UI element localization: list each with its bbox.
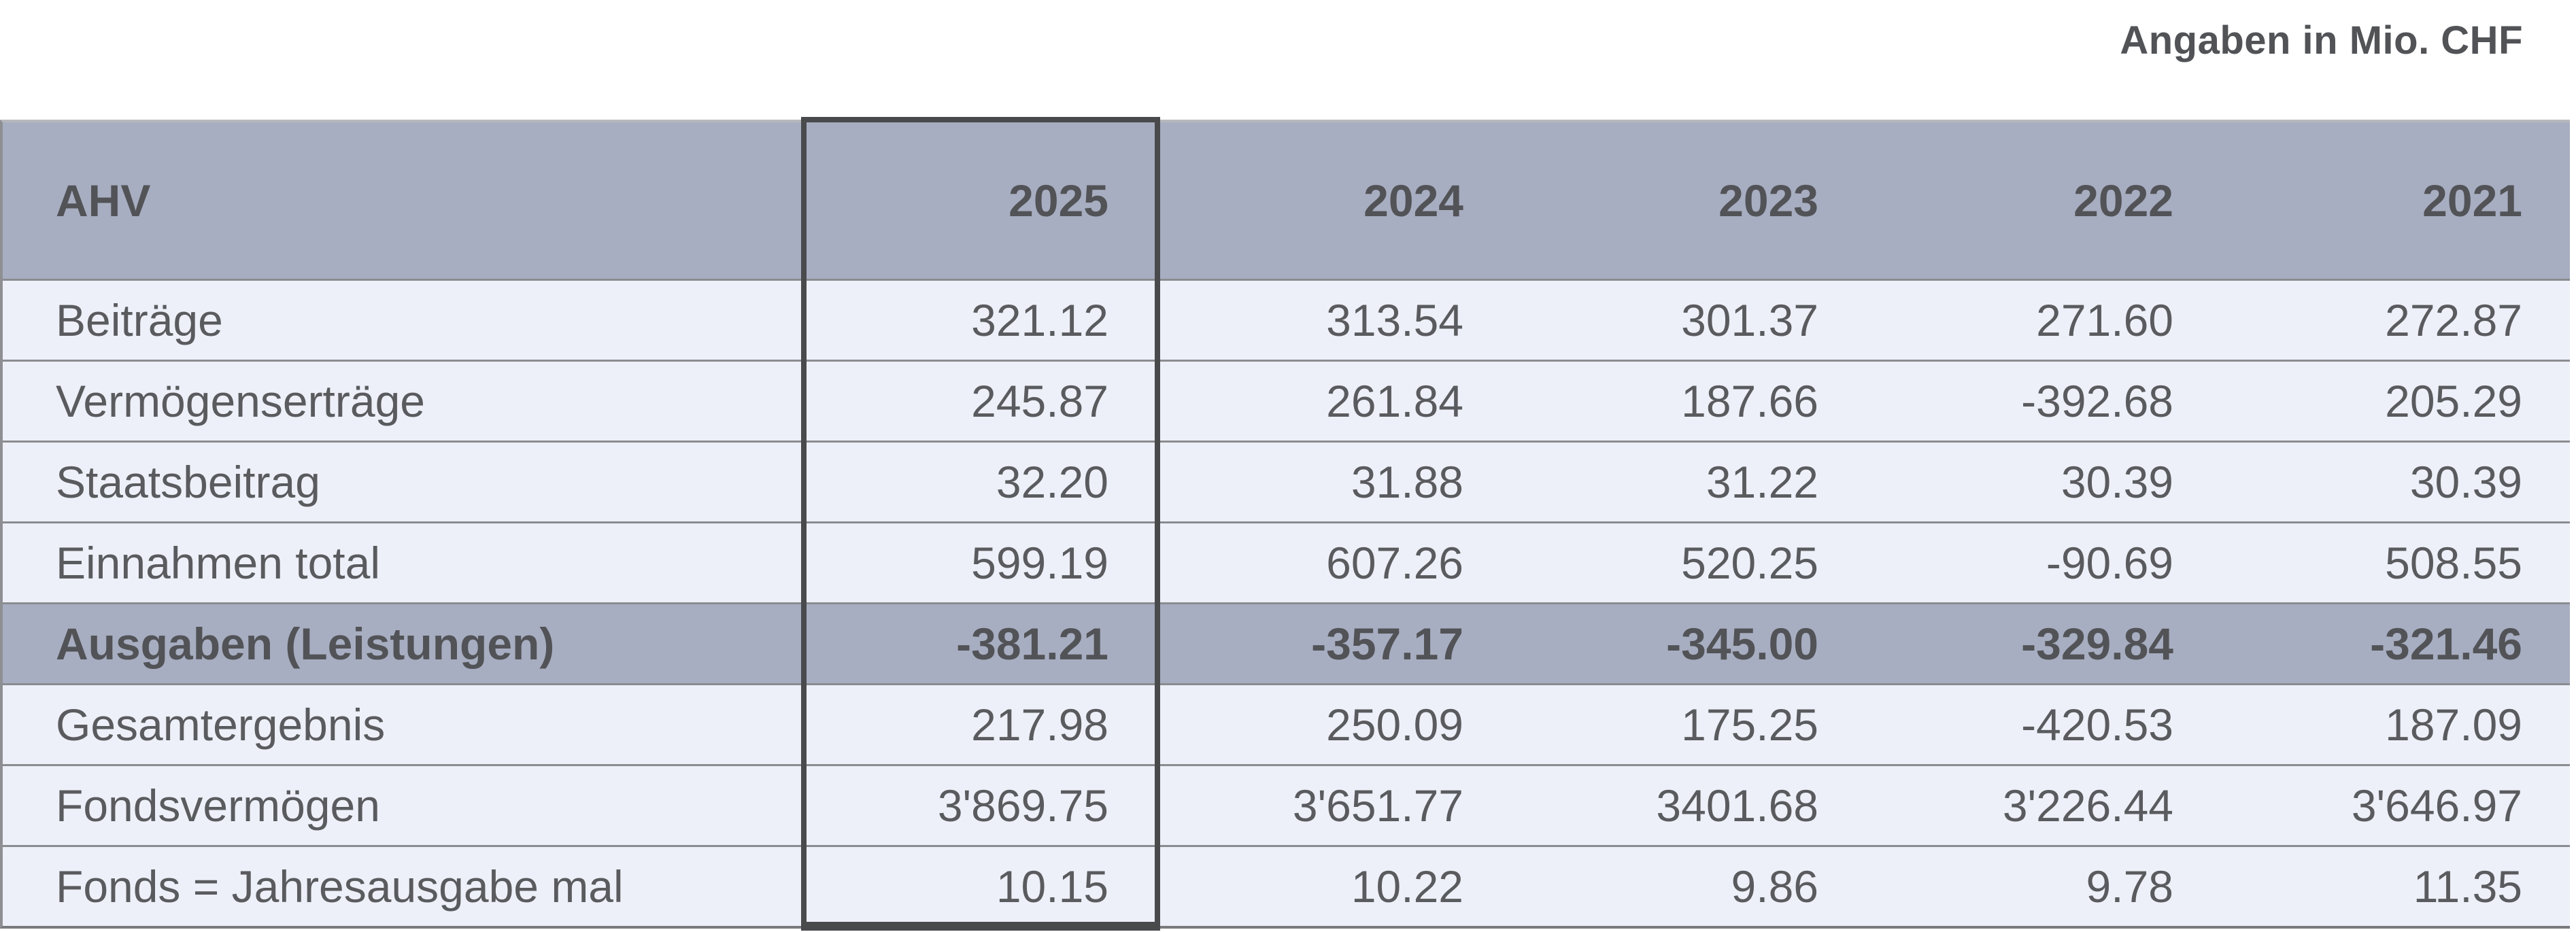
cell-value: 30.39: [2409, 457, 2522, 507]
cell-value: 261.84: [1326, 376, 1463, 426]
row-label: Vermögenserträge: [56, 376, 425, 426]
cell-value: 3'869.75: [937, 780, 1108, 831]
cell-value: 175.25: [1681, 700, 1818, 750]
cell-value: -381.21: [956, 619, 1108, 669]
cell-value: 3'646.97: [2351, 780, 2522, 831]
table-row: Vermögenserträge 245.87 261.84 187.66 -3…: [3, 360, 2570, 441]
cell-value: 245.87: [971, 376, 1108, 426]
table-row: Fondsvermögen 3'869.75 3'651.77 3401.68 …: [3, 764, 2570, 845]
cell-value: 10.22: [1351, 861, 1463, 912]
cell-value: 250.09: [1326, 700, 1463, 750]
cell-value: 187.66: [1681, 376, 1818, 426]
table-row: Fonds = Jahresausgabe mal 10.15 10.22 9.…: [3, 845, 2570, 926]
table-row: Ausgaben (Leistungen) -381.21 -357.17 -3…: [3, 602, 2570, 683]
cell-value: 9.86: [1731, 861, 1818, 912]
cell-value: 520.25: [1681, 538, 1818, 588]
row-label: Fonds = Jahresausgabe mal: [56, 861, 624, 912]
cell-value: -392.68: [2021, 376, 2173, 426]
cell-value: 508.55: [2385, 538, 2522, 588]
cell-value: 187.09: [2385, 700, 2522, 750]
cell-value: 301.37: [1681, 295, 1818, 345]
cell-value: 313.54: [1326, 295, 1463, 345]
year-header-2024: 2024: [1363, 175, 1463, 226]
row-label: Staatsbeitrag: [56, 457, 320, 507]
year-header-2022: 2022: [2073, 175, 2173, 226]
cell-value: 31.22: [1706, 457, 1818, 507]
cell-value: 205.29: [2385, 376, 2522, 426]
cell-value: 3'226.44: [2002, 780, 2173, 831]
table-header-row: AHV 2025 2024 2023 2022 2021: [3, 122, 2570, 279]
cell-value: 217.98: [971, 700, 1108, 750]
cell-value: 11.35: [2413, 861, 2522, 912]
cell-value: -321.46: [2370, 619, 2522, 669]
cell-value: 31.88: [1351, 457, 1463, 507]
units-note: Angaben in Mio. CHF: [2120, 18, 2523, 63]
cell-value: 321.12: [971, 295, 1108, 345]
cell-value: 3'651.77: [1292, 780, 1463, 831]
cell-value: -420.53: [2021, 700, 2173, 750]
table-body: Beiträge 321.12 313.54 301.37 271.60 272…: [3, 279, 2570, 926]
cell-value: 3401.68: [1656, 780, 1818, 831]
table-row: Beiträge 321.12 313.54 301.37 271.60 272…: [3, 279, 2570, 360]
cell-value: 10.15: [996, 861, 1108, 912]
year-header-2021: 2021: [2422, 175, 2522, 226]
row-label: Einnahmen total: [56, 538, 380, 588]
cell-value: 272.87: [2385, 295, 2522, 345]
row-label: Ausgaben (Leistungen): [56, 619, 555, 669]
table-row: Gesamtergebnis 217.98 250.09 175.25 -420…: [3, 683, 2570, 764]
cell-value: 607.26: [1326, 538, 1463, 588]
cell-value: 9.78: [2086, 861, 2173, 912]
row-label: Fondsvermögen: [56, 780, 380, 831]
cell-value: 271.60: [2036, 295, 2173, 345]
cell-value: 599.19: [971, 538, 1108, 588]
row-label: Gesamtergebnis: [56, 700, 386, 750]
cell-value: -329.84: [2021, 619, 2173, 669]
cell-value: -345.00: [1666, 619, 1818, 669]
table-title-ahv: AHV: [56, 175, 151, 226]
row-label: Beiträge: [56, 295, 223, 345]
cell-value: 30.39: [2061, 457, 2173, 507]
ahv-table: AHV 2025 2024 2023 2022 2021 Beiträge 32…: [0, 120, 2570, 929]
table-row: Einnahmen total 599.19 607.26 520.25 -90…: [3, 521, 2570, 602]
table-row: Staatsbeitrag 32.20 31.88 31.22 30.39 30…: [3, 441, 2570, 521]
cell-value: -90.69: [2046, 538, 2173, 588]
cell-value: -357.17: [1311, 619, 1463, 669]
year-header-2025: 2025: [1009, 175, 1108, 226]
cell-value: 32.20: [996, 457, 1108, 507]
year-header-2023: 2023: [1718, 175, 1818, 226]
